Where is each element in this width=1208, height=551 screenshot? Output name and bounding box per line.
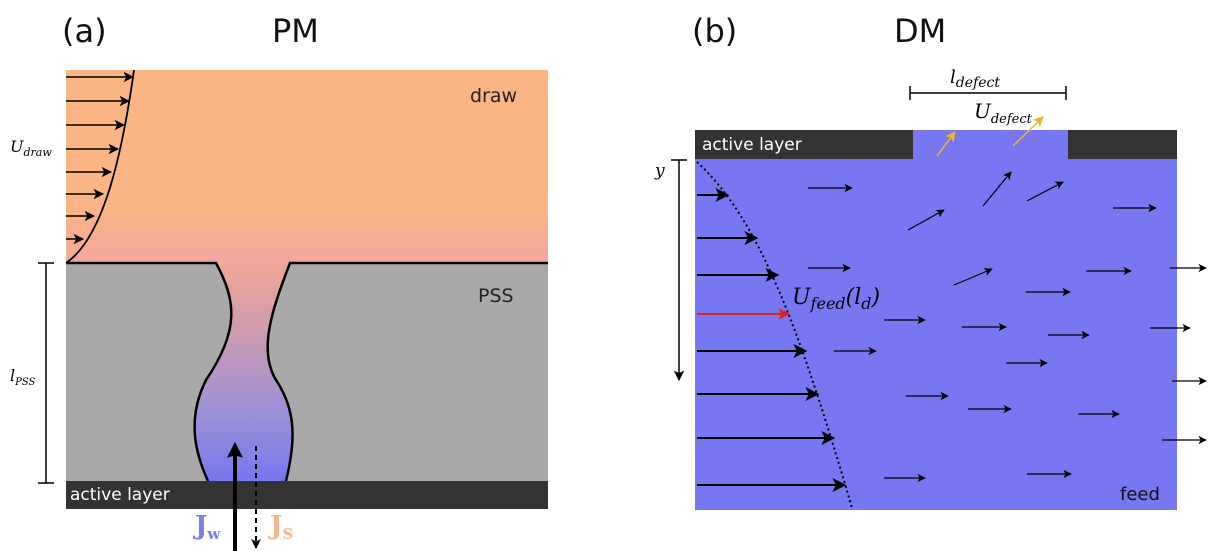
flow-arrow [907, 209, 945, 231]
feed-region [695, 130, 1177, 510]
panel-a: (a) PM active layer draw PSS Udraw [6, 12, 548, 551]
pss-label: PSS [478, 285, 514, 307]
defect-arrow [1012, 116, 1044, 147]
panel-a-title: PM [272, 12, 319, 50]
jw-label: Jw [193, 511, 221, 543]
flow-arrow [1026, 181, 1064, 202]
defect-arrow [936, 131, 956, 157]
draw-region [66, 70, 548, 263]
flow-arrow [953, 268, 993, 286]
u-defect-label: Udefect [974, 99, 1033, 127]
l-pss-dimension [38, 262, 54, 484]
active-layer-a [66, 481, 548, 509]
draw-velocity-arrows [66, 71, 135, 245]
feed-flow-arrows [808, 171, 1207, 483]
js-label: JS [268, 511, 293, 543]
pore-wall-left [66, 261, 233, 482]
panel-a-label: (a) [62, 12, 107, 50]
pore-channel [194, 263, 293, 481]
pss-region [66, 263, 548, 481]
y-axis-label: y [654, 161, 665, 181]
l-defect-dimension [909, 86, 1067, 100]
active-layer-b-label: active layer [702, 135, 802, 155]
active-layer-b-left [695, 130, 913, 159]
pore-wall-right [266, 261, 548, 482]
panel-b: (b) DM active layer feed ldefect Udefect… [654, 12, 1207, 510]
u-feed-label: Ufeed(ld) [792, 285, 880, 313]
flow-arrow [982, 171, 1012, 207]
feed-profile-arrows [697, 188, 847, 492]
l-defect-label: ldefect [950, 67, 1000, 91]
panel-b-label: (b) [692, 12, 737, 50]
panel-b-title: DM [894, 12, 946, 50]
active-layer-a-label: active layer [70, 485, 170, 505]
u-draw-label: Udraw [10, 137, 52, 159]
active-layer-b-right [1068, 130, 1177, 159]
feed-label: feed [1120, 484, 1160, 505]
draw-label: draw [470, 85, 517, 107]
l-pss-label: lPSS [10, 366, 36, 388]
